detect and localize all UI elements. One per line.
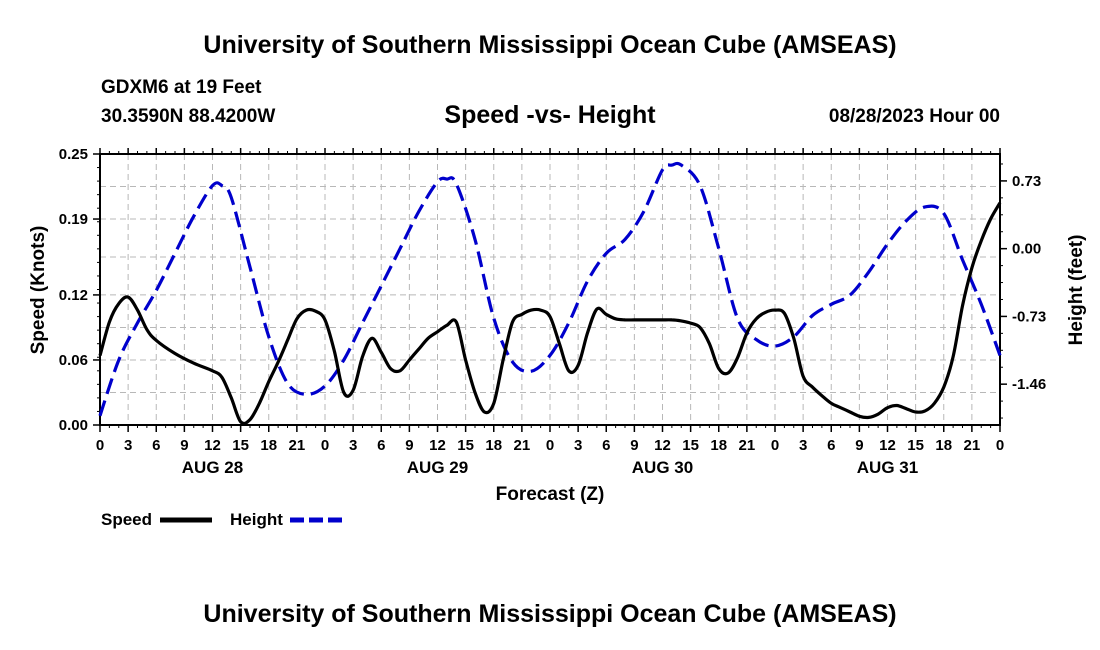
station-label: GDXM6 at 19 Feet	[101, 77, 262, 98]
series-layer	[98, 161, 1002, 426]
legend-speed-label: Speed	[101, 510, 152, 529]
x-tick-label: 3	[349, 437, 357, 454]
x-tick-label: 6	[377, 437, 385, 454]
x-tick-label: 18	[260, 437, 277, 454]
legend: Speed Height	[101, 510, 342, 529]
x-tick-label: 18	[485, 437, 502, 454]
x-axis-title: Forecast (Z)	[496, 484, 605, 505]
x-tick-label: 21	[514, 437, 531, 454]
x-tick-label: 15	[232, 437, 249, 454]
y-right-tick-label: 0.00	[1012, 241, 1041, 258]
x-tick-label: 0	[546, 437, 554, 454]
y-left-tick-label: 0.25	[59, 146, 88, 163]
day-label: AUG 30	[632, 458, 693, 477]
series-speed-line	[98, 201, 1002, 426]
axis-ticks: 0 3 6 9 12 15 18 21 0 3 6 9 12 15 18 21 0 3 6 9 12 15 18 21 0 3 6 9…	[59, 146, 1046, 477]
x-tick-label: 12	[429, 437, 446, 454]
x-tick-label: 21	[289, 437, 306, 454]
legend-height-label: Height	[230, 510, 283, 529]
chart-title: Speed -vs- Height	[444, 101, 656, 129]
x-tick-label: 0	[771, 437, 779, 454]
x-tick-label: 12	[879, 437, 896, 454]
x-tick-label: 12	[654, 437, 671, 454]
y-right-tick-label: -0.73	[1012, 308, 1046, 325]
y-axis-left-title: Speed (Knots)	[28, 226, 49, 355]
x-tick-label: 21	[964, 437, 981, 454]
day-label: AUG 31	[857, 458, 918, 477]
x-tick-label: 6	[602, 437, 610, 454]
x-tick-label: 3	[574, 437, 582, 454]
x-tick-label: 21	[739, 437, 756, 454]
day-label: AUG 28	[182, 458, 243, 477]
x-tick-label: 9	[405, 437, 413, 454]
x-tick-label: 6	[152, 437, 160, 454]
y-left-tick-label: 0.00	[59, 417, 88, 434]
coordinates-label: 30.3590N 88.4200W	[101, 106, 276, 127]
x-tick-label: 15	[907, 437, 924, 454]
x-tick-label: 15	[682, 437, 699, 454]
x-tick-label: 0	[96, 437, 104, 454]
y-left-tick-label: 0.12	[59, 287, 88, 304]
forecast-date: 08/28/2023 Hour 00	[828, 106, 1000, 127]
day-label: AUG 29	[407, 458, 468, 477]
y-axis-right-title: Height (feet)	[1066, 235, 1087, 346]
y-right-tick-label: -1.46	[1012, 376, 1046, 393]
x-tick-label: 15	[457, 437, 474, 454]
x-tick-label: 6	[827, 437, 835, 454]
x-tick-label: 0	[321, 437, 329, 454]
x-tick-label: 3	[124, 437, 132, 454]
x-tick-label: 9	[855, 437, 863, 454]
footer-title: University of Southern Mississippi Ocean…	[203, 600, 897, 628]
x-tick-label: 12	[204, 437, 221, 454]
x-tick-label: 0	[996, 437, 1004, 454]
x-tick-label: 18	[935, 437, 952, 454]
y-left-tick-label: 0.06	[59, 352, 88, 369]
header-title: University of Southern Mississippi Ocean…	[203, 31, 897, 59]
grid	[100, 154, 1000, 425]
x-tick-label: 3	[799, 437, 807, 454]
x-tick-label: 9	[180, 437, 188, 454]
y-left-tick-label: 0.19	[59, 211, 88, 228]
series-height-line	[98, 161, 1002, 417]
x-tick-label: 9	[630, 437, 638, 454]
y-right-tick-label: 0.73	[1012, 173, 1041, 190]
x-tick-label: 18	[710, 437, 727, 454]
